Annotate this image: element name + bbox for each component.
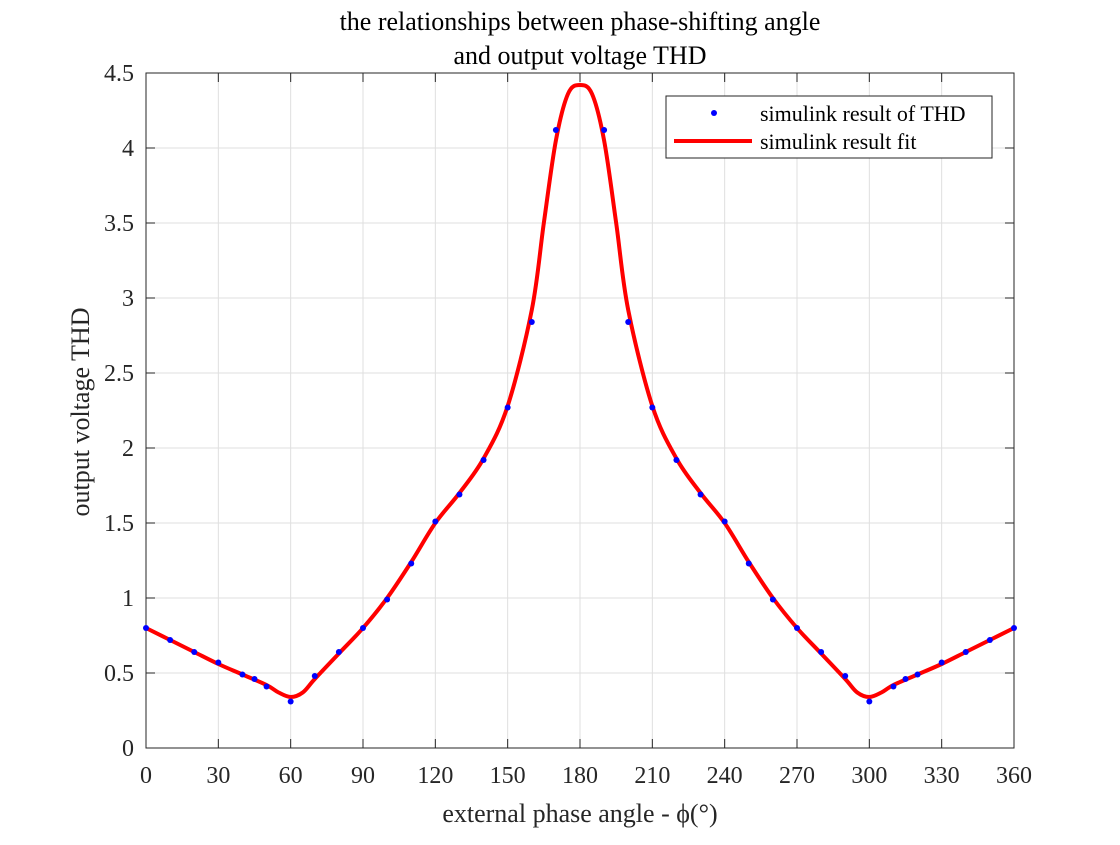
y-tick-label: 4 (122, 136, 134, 162)
y-tick-label: 1 (122, 586, 134, 612)
data-point-thd (842, 673, 849, 679)
data-point-thd (769, 596, 776, 603)
data-point-thd (914, 671, 921, 678)
data-point-thd (986, 637, 993, 643)
data-point-thd (408, 560, 415, 567)
y-tick-labels: 0 0.5 1 1.5 2 2.5 3 3.5 4 4.5 (104, 61, 134, 762)
data-point-thd (552, 127, 559, 133)
data-point-thd (697, 491, 704, 498)
x-tick-label: 60 (279, 763, 303, 789)
data-point-thd (215, 659, 222, 666)
data-point-thd (794, 625, 800, 631)
legend: simulink result of THD simulink result f… (665, 95, 993, 159)
data-point-thd (167, 637, 174, 643)
data-point-thd (625, 319, 632, 325)
data-point-thd (335, 649, 342, 655)
legend-marker-thd (711, 110, 717, 116)
x-tick-label: 330 (924, 763, 960, 789)
data-point-thd (902, 676, 909, 682)
data-point-thd (143, 625, 149, 631)
x-tick-label: 30 (206, 763, 230, 789)
data-point-thd (191, 649, 198, 655)
data-point-thd (384, 596, 391, 603)
y-tick-label: 3 (122, 286, 134, 312)
x-tick-label: 180 (562, 763, 598, 789)
x-tick-label: 0 (140, 763, 152, 789)
data-point-thd (480, 457, 487, 463)
x-tick-label: 240 (707, 763, 743, 789)
y-tick-label: 4.5 (104, 61, 134, 87)
ticks (145, 72, 1015, 749)
x-tick-label: 210 (634, 763, 670, 789)
data-point-thd (649, 404, 656, 411)
data-point-thd (263, 683, 270, 690)
series-line-simulink-fit (144, 82, 1016, 699)
legend-label-fit: simulink result fit (760, 129, 916, 154)
y-axis-label: output voltage THD (66, 308, 95, 517)
data-point-thd (456, 491, 463, 498)
x-tick-label: 90 (351, 763, 375, 789)
data-point-thd (360, 625, 366, 631)
legend-box (665, 95, 993, 159)
data-point-thd (504, 404, 511, 411)
data-point-thd (251, 676, 258, 682)
x-tick-label: 270 (779, 763, 815, 789)
data-point-thd (673, 457, 680, 463)
data-point-thd (962, 649, 969, 655)
data-point-thd (721, 518, 728, 525)
data-point-thd (311, 673, 318, 679)
legend-label-thd: simulink result of THD (760, 101, 966, 126)
x-axis-label: external phase angle - ϕ(°) (442, 799, 717, 828)
plot-area (143, 82, 1017, 705)
y-tick-label: 3.5 (104, 211, 134, 237)
data-point-thd (890, 683, 897, 690)
y-tick-label: 1.5 (104, 511, 134, 537)
chart-title-line-2: and output voltage THD (454, 41, 707, 70)
data-point-thd (239, 671, 246, 678)
data-point-thd (818, 649, 825, 655)
data-point-thd (528, 319, 535, 325)
chart-title-line-1: the relationships between phase-shifting… (340, 7, 821, 36)
data-point-thd (432, 518, 439, 525)
data-point-thd (745, 560, 752, 567)
y-tick-label: 0 (122, 736, 134, 762)
data-point-thd (1011, 625, 1017, 631)
x-tick-label: 150 (490, 763, 526, 789)
y-tick-label: 2.5 (104, 361, 134, 387)
data-point-thd (601, 127, 608, 133)
x-tick-labels: 0 30 60 90 120 150 180 210 240 270 300 330 360 (140, 763, 1032, 789)
x-tick-label: 300 (851, 763, 887, 789)
x-tick-label: 360 (996, 763, 1032, 789)
y-tick-label: 2 (122, 436, 134, 462)
data-point-thd (938, 659, 945, 666)
y-tick-label: 0.5 (104, 661, 134, 687)
data-point-thd (866, 698, 873, 705)
data-point-thd (287, 698, 294, 705)
x-tick-label: 120 (417, 763, 453, 789)
